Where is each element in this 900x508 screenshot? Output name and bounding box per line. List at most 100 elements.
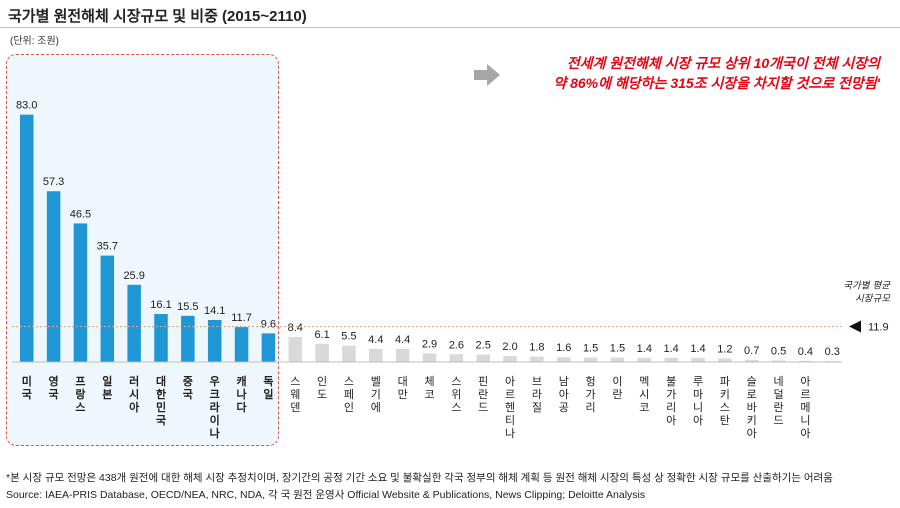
category-label-28-char-5: 아 [747, 427, 757, 440]
value-label-10: 9.6 [261, 318, 276, 330]
bar-22 [583, 357, 598, 362]
callout-text: 전세계 원전해체 시장 규모 상위 10개국이 전체 시장의 약 86%에 해당… [510, 53, 880, 93]
category-label-3-char-3: 스 [75, 401, 85, 414]
category-label-27-char-3: 스 [720, 401, 730, 414]
category-label-3-char-2: 랑 [75, 388, 85, 401]
category-label-6-char-3: 민 [156, 400, 166, 414]
category-label-11-char-1: 스 [290, 375, 300, 388]
category-label-14-char-3: 에 [371, 401, 381, 414]
category-label-9-char-3: 다 [236, 400, 247, 414]
average-value-label: 11.9 [868, 322, 889, 334]
category-label-23-char-2: 란 [612, 388, 622, 401]
category-label-6-char-4: 국 [156, 414, 166, 427]
category-label-25-char-1: 불 [666, 375, 676, 388]
bar-20 [530, 356, 544, 362]
category-label-1-char-1: 미 [22, 374, 32, 388]
callout-line-1: 전세계 원전해체 시장 규모 상위 10개국이 전체 시장의 [566, 55, 880, 71]
bar-25 [664, 357, 678, 362]
category-label-10-char-2: 일 [263, 387, 273, 401]
bar-14 [369, 348, 383, 362]
category-label-17-char-1: 스 [451, 375, 461, 388]
bar-27 [718, 358, 732, 362]
category-label-30-char-3: 메 [800, 401, 810, 414]
category-label-22-char-3: 리 [586, 401, 596, 414]
value-label-22: 1.5 [583, 343, 598, 355]
bar-26 [691, 357, 705, 362]
category-label-30-char-2: 르 [800, 388, 810, 401]
category-label-26-char-2: 마 [693, 388, 703, 401]
value-label-2: 57.3 [43, 176, 64, 188]
category-label-1-char-2: 국 [22, 388, 32, 401]
category-label-20-char-3: 질 [532, 401, 542, 414]
category-label-5-char-3: 아 [129, 400, 140, 414]
category-label-14-char-1: 벨 [371, 375, 381, 388]
bar-1 [20, 114, 34, 362]
value-label-16: 2.9 [422, 338, 437, 350]
value-label-4: 35.7 [97, 241, 118, 253]
category-label-18-char-3: 드 [478, 401, 488, 414]
category-label-28-char-1: 슬 [747, 375, 757, 388]
category-label-22-char-2: 가 [586, 388, 596, 401]
category-label-23-char-1: 이 [612, 375, 622, 388]
bar-29 [771, 360, 786, 362]
value-label-20: 1.8 [529, 342, 544, 354]
category-label-22-char-1: 헝 [586, 375, 596, 388]
category-label-19-char-1: 아 [505, 375, 515, 388]
category-label-20-char-1: 브 [532, 375, 542, 388]
source-note: Source: IAEA-PRIS Database, OECD/NEA, NR… [6, 489, 646, 501]
value-label-25: 1.4 [664, 343, 679, 355]
category-label-25-char-4: 아 [666, 414, 676, 427]
category-label-16-char-2: 코 [424, 388, 434, 401]
bar-15 [395, 348, 410, 362]
page-title: 국가별 원전해체 시장규모 및 비중 (2015~2110) [8, 8, 307, 25]
value-label-29: 0.5 [771, 346, 786, 358]
category-label-11-char-2: 웨 [290, 388, 300, 401]
category-label-28-char-2: 로 [747, 388, 757, 401]
category-label-24-char-3: 코 [639, 401, 649, 414]
category-label-25-char-3: 리 [666, 401, 676, 414]
category-label-27-char-1: 파 [720, 375, 730, 388]
category-label-10-char-1: 독 [263, 375, 273, 388]
category-label-13-char-3: 인 [344, 401, 354, 414]
category-label-4-char-1: 일 [102, 374, 112, 388]
value-label-28: 0.7 [744, 345, 759, 357]
category-label-18-char-1: 핀 [478, 375, 488, 388]
category-label-17-char-2: 위 [451, 388, 461, 401]
category-label-5-char-1: 러 [129, 374, 139, 388]
bar-19 [503, 356, 517, 362]
value-label-26: 1.4 [690, 343, 705, 355]
category-label-2-char-1: 영 [49, 375, 59, 388]
category-label-28-char-3: 바 [747, 401, 757, 414]
category-label-16-char-1: 체 [424, 375, 434, 388]
category-label-4-char-2: 본 [102, 388, 112, 401]
value-label-9: 11.7 [231, 312, 252, 324]
value-label-19: 2.0 [502, 341, 517, 353]
value-label-7: 15.5 [177, 301, 198, 313]
category-label-21-char-1: 남 [559, 375, 569, 388]
value-label-3: 46.5 [70, 208, 91, 220]
category-label-15-char-1: 대 [398, 375, 408, 388]
category-label-25-char-2: 가 [666, 388, 676, 401]
category-label-12-char-2: 도 [317, 388, 327, 401]
bar-7 [181, 315, 195, 362]
value-label-23: 1.5 [610, 343, 625, 355]
bar-5 [127, 284, 141, 362]
value-label-1: 83.0 [16, 100, 37, 112]
category-label-30-char-1: 아 [800, 375, 810, 388]
category-label-9-char-2: 나 [236, 387, 246, 401]
category-label-13-char-1: 스 [344, 375, 354, 388]
value-label-21: 1.6 [556, 342, 571, 354]
bar-28 [744, 359, 759, 362]
category-label-7-char-2: 국 [183, 388, 193, 401]
bar-12 [315, 343, 329, 362]
title-divider [0, 27, 900, 28]
value-label-15: 4.4 [395, 334, 410, 346]
bar-30 [798, 360, 813, 362]
category-label-7-char-1: 중 [183, 375, 193, 388]
bar-23 [610, 357, 625, 362]
category-label-24-char-1: 멕 [639, 375, 649, 388]
bar-2 [46, 191, 61, 362]
category-label-29-char-1: 네 [773, 375, 783, 388]
category-label-27-char-2: 키 [720, 388, 730, 401]
bar-24 [637, 357, 652, 362]
